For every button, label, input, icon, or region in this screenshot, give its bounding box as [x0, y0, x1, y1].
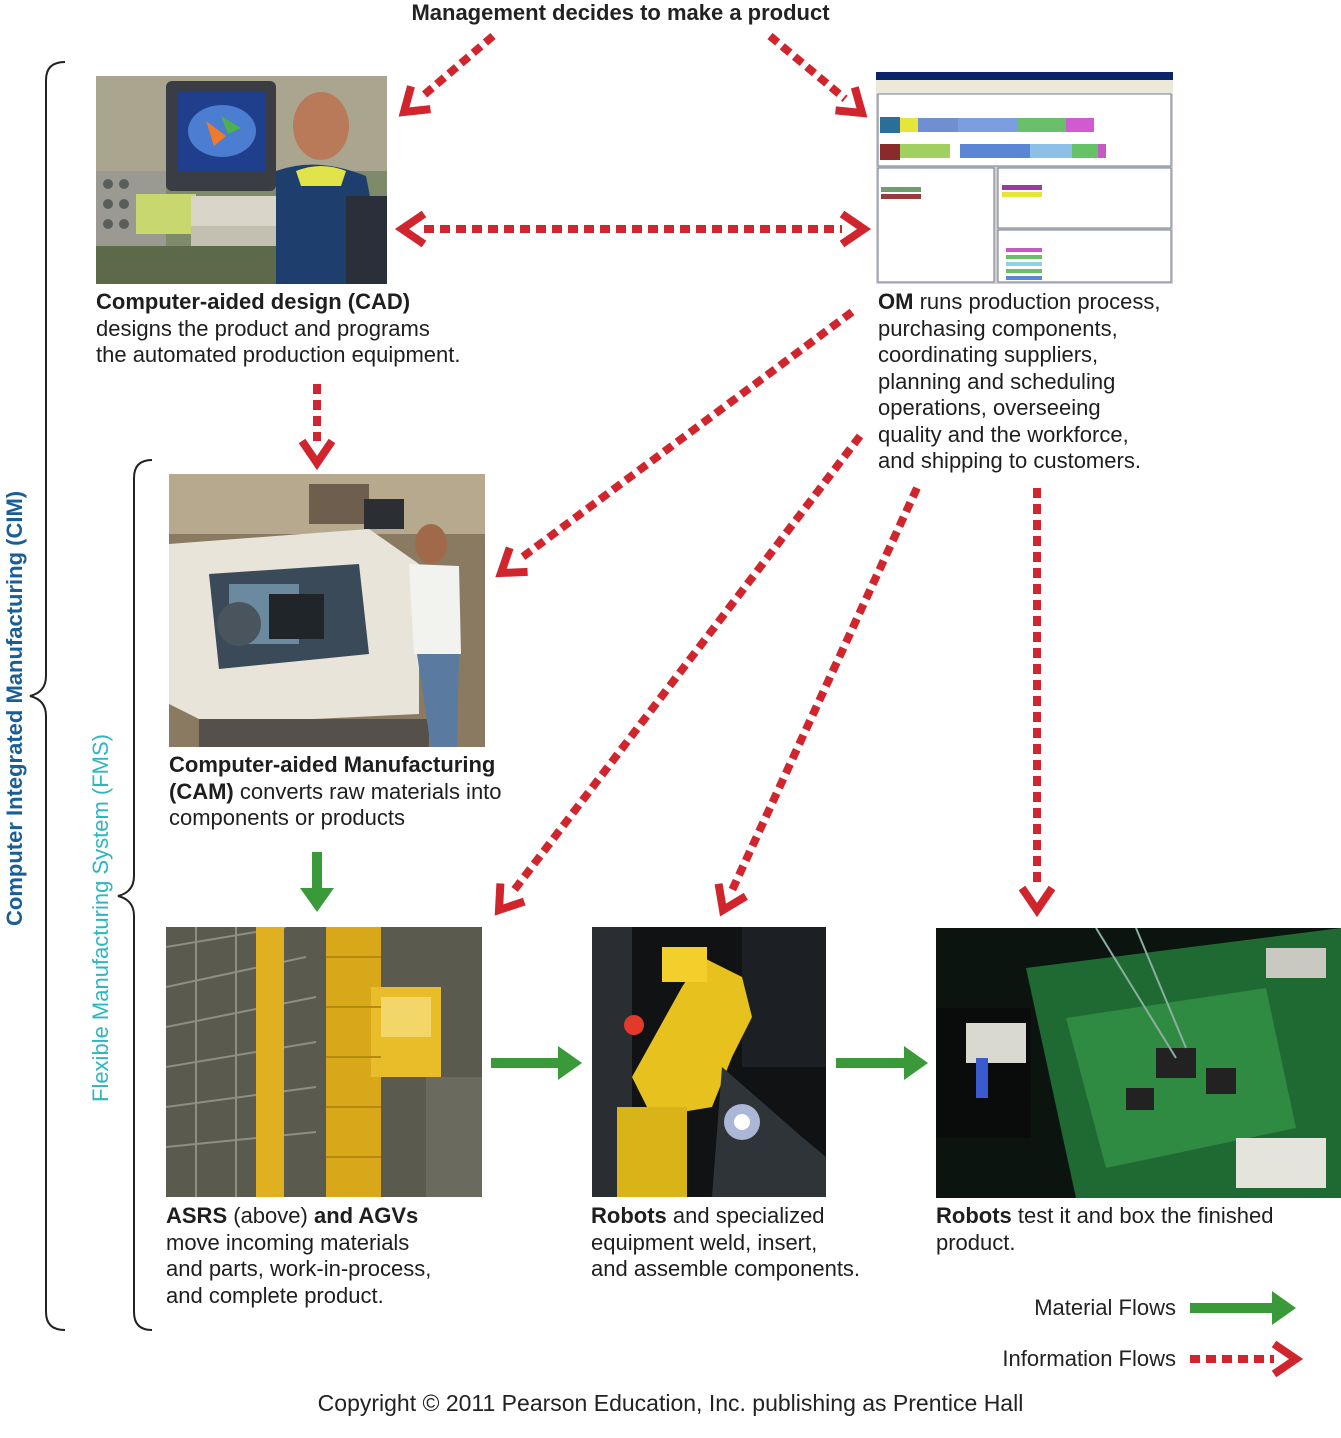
asrs-line-2: and parts, work-in-process,	[166, 1256, 432, 1281]
cad-line-1: designs the product and programs	[96, 315, 430, 341]
robots-assemble-line-2: and assemble components.	[591, 1256, 861, 1281]
cam-photo	[169, 474, 485, 747]
cad-line-2: the automated production equipment.	[96, 342, 461, 367]
robot-welding-photo	[592, 927, 826, 1197]
fms-bracket	[117, 459, 153, 1331]
cam-abbrev: (CAM)	[169, 778, 234, 804]
om-line-1: purchasing components,	[878, 315, 1118, 341]
robots-assemble-title: Robots	[591, 1203, 667, 1228]
info-arrow-to-cad	[398, 32, 496, 117]
legend-information-label: Information Flows	[1002, 1346, 1176, 1371]
robots-test-line-1: product.	[936, 1229, 1016, 1255]
info-arrow-om-to-robots-assemble	[714, 486, 921, 917]
robots-test-line-0: test it and box the finished	[1011, 1203, 1274, 1228]
info-arrow-om-to-cam	[495, 308, 855, 578]
info-arrow-om-to-asrs	[494, 433, 864, 916]
info-arrow-om-to-robots-test	[1018, 488, 1056, 918]
asrs-line-1: move incoming materials	[166, 1229, 410, 1255]
asrs-title: ASRS	[166, 1203, 228, 1228]
copyright-notice: Copyright © 2011 Pearson Education, Inc.…	[317, 1390, 1024, 1416]
om-line-6: and shipping to customers.	[878, 448, 1141, 473]
robots-assemble-description: Robots and specialized equipment weld, i…	[591, 1203, 911, 1283]
circuit-board-photo	[936, 928, 1341, 1198]
robots-test-title: Robots	[936, 1203, 1012, 1228]
asrs-line-3: and complete product.	[166, 1282, 384, 1308]
asrs-photo	[166, 927, 482, 1197]
info-arrow-to-om	[767, 32, 868, 118]
robots-assemble-line-0: and specialized	[666, 1203, 825, 1228]
asrs-agvs: and AGVs	[313, 1203, 419, 1228]
legend-material-label: Material Flows	[1034, 1295, 1176, 1320]
om-description: OM runs production process, purchasing c…	[878, 289, 1208, 475]
diagram-title: Management decides to make a product	[411, 0, 830, 25]
cam-description: Computer-aided Manufacturing (CAM) conve…	[169, 752, 549, 832]
om-software-screenshot	[876, 72, 1173, 284]
cam-line-3: components or products	[169, 805, 406, 830]
om-line-5: quality and the workforce,	[878, 421, 1129, 447]
cad-photo	[96, 76, 387, 284]
info-arrow-cad-om	[394, 210, 872, 248]
material-arrow-cam-to-asrs	[300, 852, 334, 912]
om-line-4: operations, overseeing	[878, 395, 1101, 420]
cad-title: Computer-aided design (CAD)	[96, 289, 411, 314]
robots-test-description: Robots test it and box the finished prod…	[936, 1203, 1336, 1256]
asrs-description: ASRS (above) and AGVs move incoming mate…	[166, 1203, 496, 1309]
robots-assemble-line-1: equipment weld, insert,	[591, 1229, 818, 1255]
material-arrow-asrs-to-robots	[491, 1046, 582, 1080]
legend-information-arrow	[1190, 1340, 1304, 1378]
material-arrow-robots-to-test	[836, 1046, 928, 1080]
asrs-mid: (above)	[227, 1203, 314, 1228]
cad-description: Computer-aided design (CAD) designs the …	[96, 289, 516, 369]
cam-title: Computer-aided Manufacturing	[169, 752, 496, 777]
cim-bracket	[29, 61, 66, 1331]
legend-material-arrow	[1190, 1291, 1296, 1325]
om-line-0: runs production process,	[913, 289, 1161, 314]
om-line-2: coordinating suppliers,	[878, 342, 1099, 367]
cam-line-2: converts raw materials into	[233, 778, 502, 804]
om-line-3: planning and scheduling	[878, 368, 1116, 394]
info-arrow-cad-to-cam	[298, 384, 336, 471]
om-title: OM	[878, 289, 914, 314]
